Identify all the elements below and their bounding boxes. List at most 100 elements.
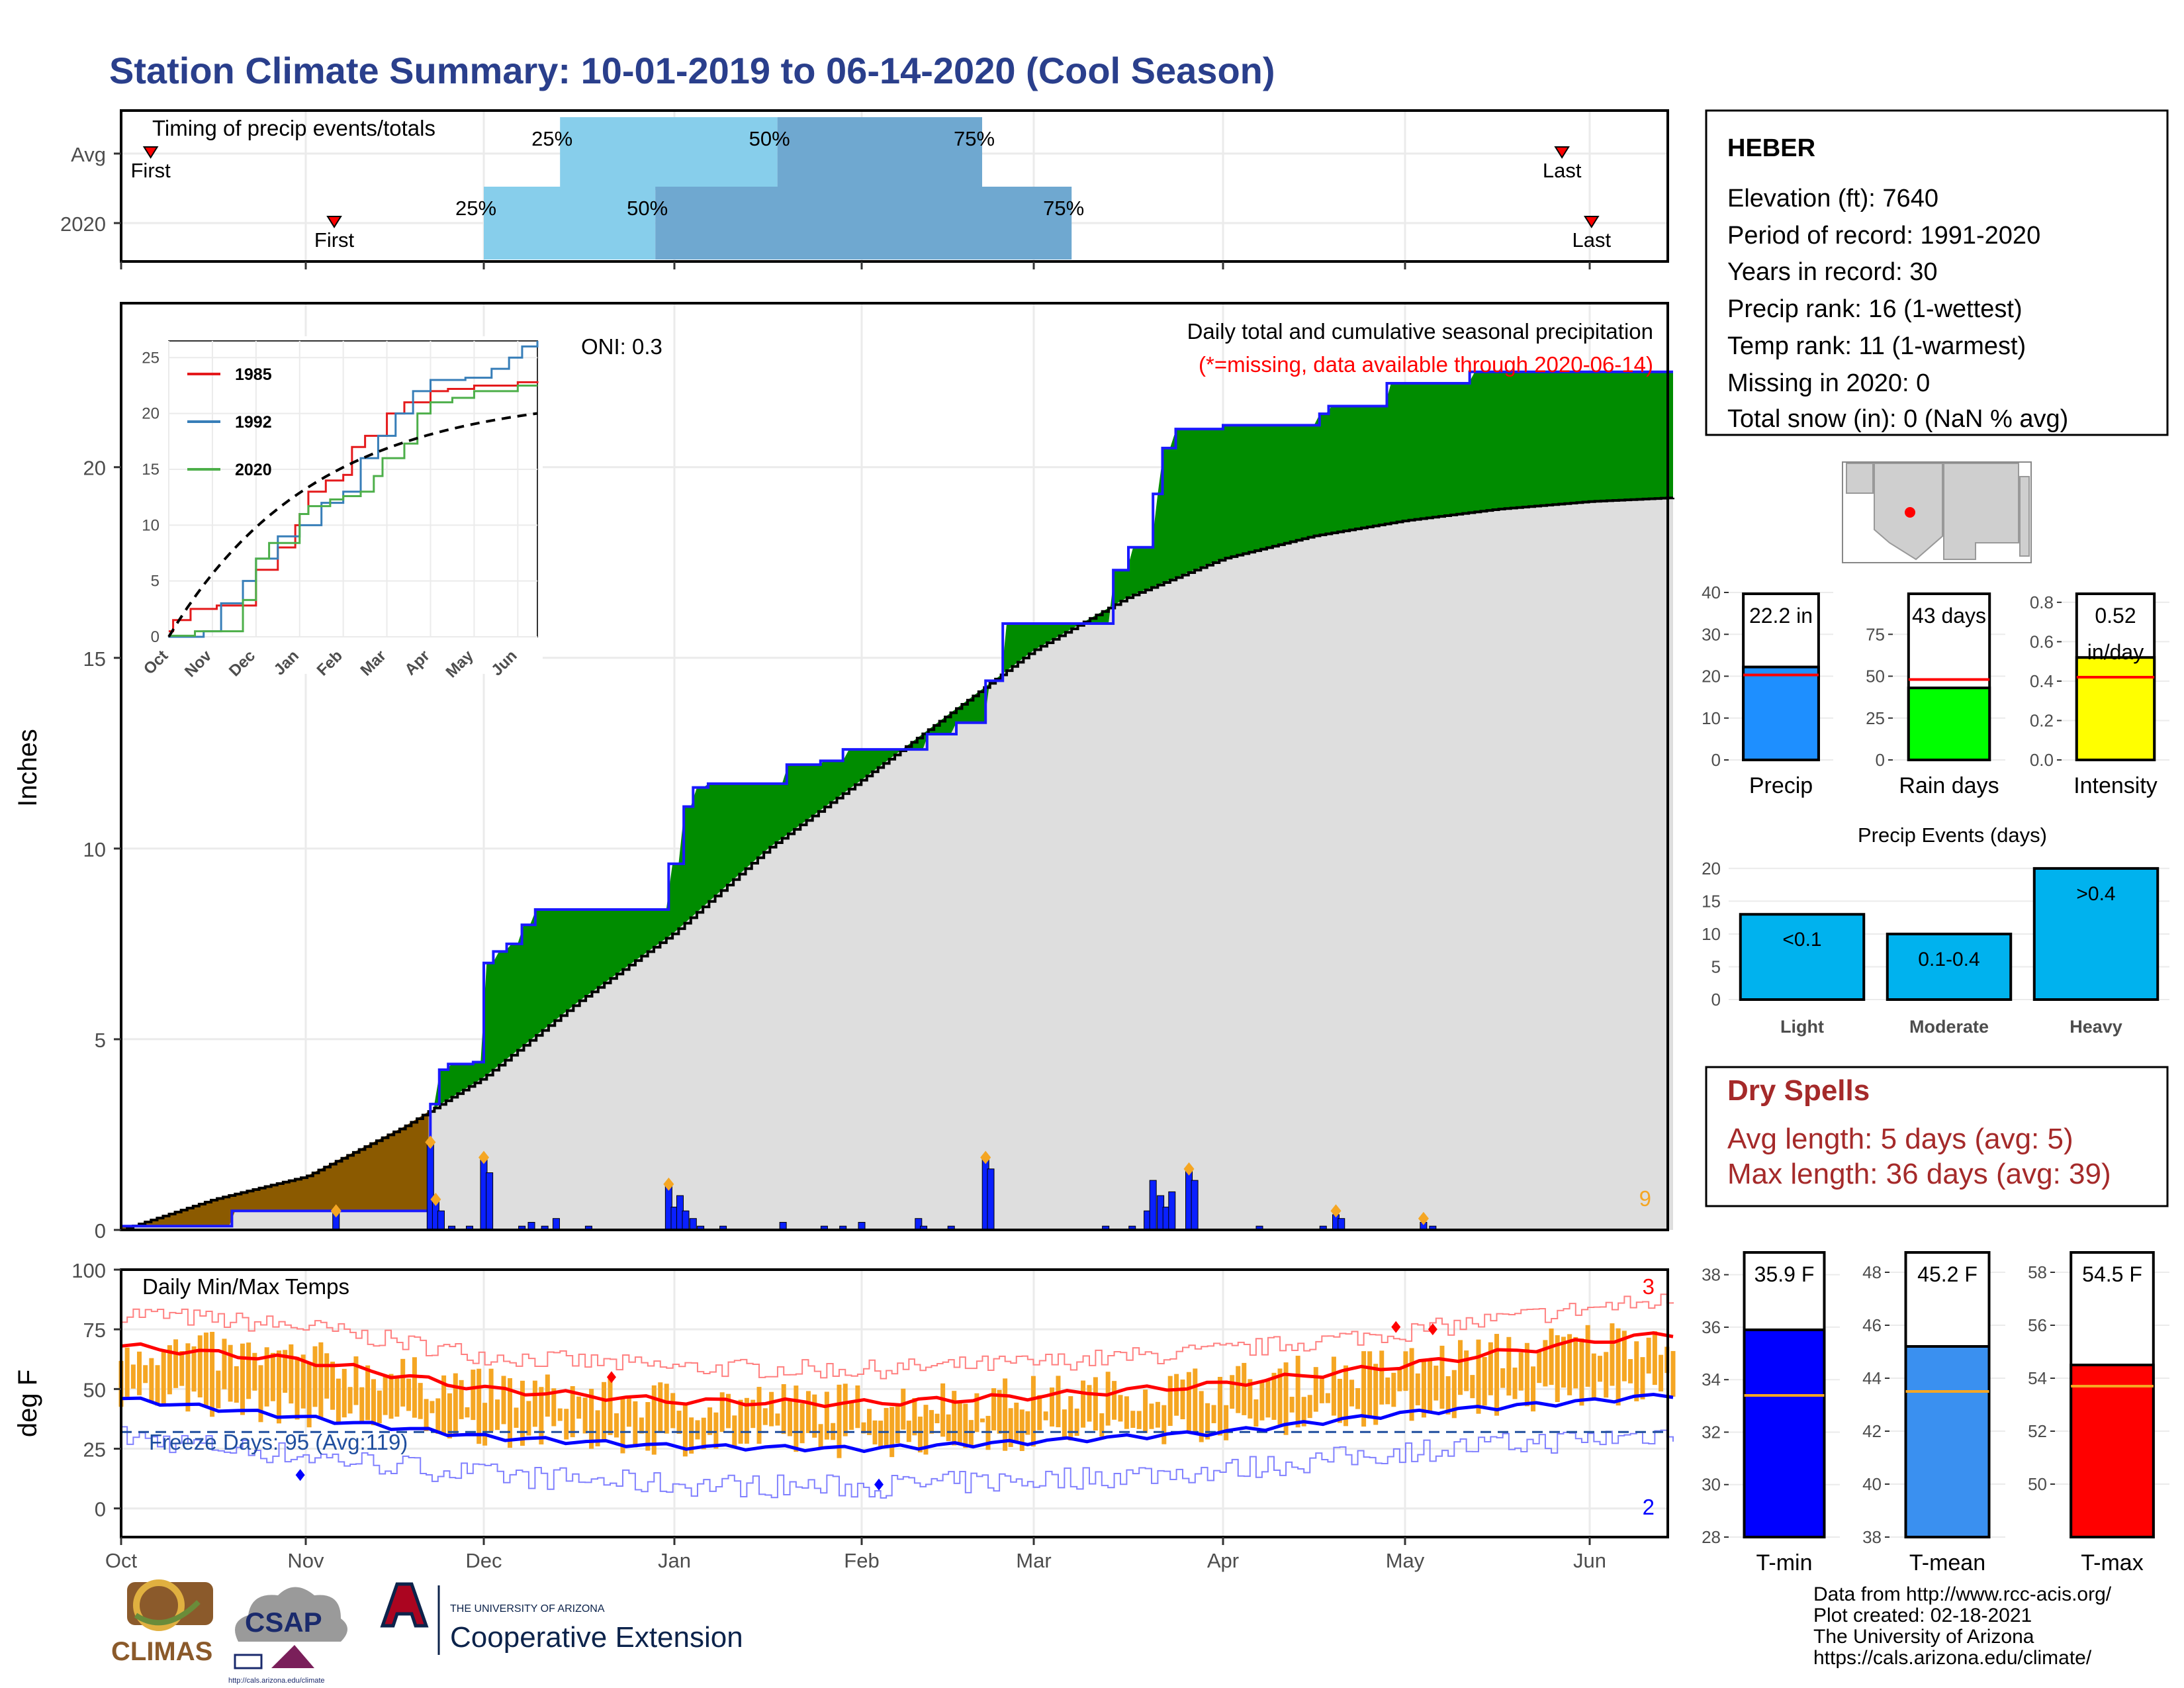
daily-temp-bar — [477, 1368, 482, 1444]
daily-temp-bar — [418, 1383, 423, 1419]
daily-temp-bar — [161, 1352, 166, 1407]
daily-temp-bar — [383, 1376, 388, 1415]
daily-temp-bar — [1112, 1381, 1117, 1420]
timing-first-marker — [142, 146, 159, 159]
daily-temp-bar — [185, 1343, 191, 1412]
daily-temp-bar — [289, 1344, 294, 1404]
tmean-ytick-label: 40 — [1862, 1474, 1882, 1494]
daily-temp-bar — [1205, 1403, 1210, 1440]
daily-temp-bar — [471, 1370, 476, 1421]
daily-temp-bar — [1659, 1354, 1664, 1392]
daily-precip-bar — [689, 1218, 697, 1231]
temp-ytick-label: 100 — [71, 1259, 106, 1282]
csap-logo-text: CSAP — [245, 1607, 322, 1638]
rain-days-bar — [1907, 686, 1991, 761]
daily-temp-bar — [762, 1408, 768, 1425]
daily-temp-bar — [1030, 1376, 1036, 1447]
station-line-2: Years in record: 30 — [1727, 258, 1938, 286]
daily-temp-bar — [482, 1403, 488, 1446]
daily-temp-bar — [359, 1387, 365, 1424]
daily-temp-bar — [501, 1376, 506, 1425]
timing-label: Timing of precip events/totals — [152, 116, 435, 140]
timing-last-marker — [1554, 146, 1570, 159]
daily-temp-bar — [946, 1414, 951, 1441]
daily-temp-bar — [582, 1397, 588, 1434]
precip-event-marker — [478, 1150, 489, 1164]
timing-q2-bar — [655, 187, 1072, 259]
daily-temp-bar — [1093, 1377, 1098, 1430]
daily-temp-bar — [602, 1382, 607, 1442]
daily-precip-bar — [1338, 1218, 1345, 1231]
daily-temp-bar — [732, 1415, 737, 1448]
daily-temp-bar — [1640, 1357, 1645, 1399]
precip-event-marker — [1330, 1204, 1342, 1218]
daily-temp-bar — [614, 1413, 619, 1438]
daily-temp-bar — [1445, 1376, 1451, 1415]
temp-count-lo: 2 — [1643, 1495, 1655, 1519]
daily-temp-bar — [216, 1370, 221, 1409]
daily-temp-bar — [1403, 1351, 1408, 1391]
daily-temp-bar — [137, 1351, 142, 1395]
events-ytick-label: 20 — [1702, 859, 1721, 878]
daily-temp-bar — [270, 1352, 275, 1401]
rain-days-ytick-label: 0 — [1876, 750, 1885, 770]
daily-temp-bar — [738, 1399, 743, 1444]
daily-temp-bar — [775, 1413, 780, 1426]
page-title: Station Climate Summary: 10-01-2019 to 0… — [109, 50, 1275, 91]
daily-temp-bar — [658, 1382, 663, 1432]
daily-temp-bar — [1379, 1350, 1385, 1405]
daily-temp-bar — [1391, 1372, 1396, 1407]
daily-temp-bar — [155, 1365, 160, 1406]
climas-logo: CLIMAS — [111, 1579, 213, 1666]
daily-temp-bar — [895, 1406, 900, 1444]
daily-temp-bar — [1008, 1408, 1013, 1447]
ua-small-text: THE UNIVERSITY OF ARIZONA — [450, 1603, 605, 1615]
daily-temp-bar — [639, 1417, 644, 1434]
daily-temp-bar — [1373, 1364, 1379, 1425]
intensity-ytick-label: 0.6 — [2030, 632, 2054, 651]
daily-temp-bar — [365, 1365, 371, 1421]
oni-label: ONI: 0.3 — [581, 334, 662, 359]
dry-spells-title: Dry Spells — [1727, 1074, 1870, 1107]
month-label: Dec — [465, 1549, 502, 1572]
events-bar — [2032, 867, 2160, 1002]
daily-temp-bar — [1230, 1375, 1235, 1409]
precip-label: Precip — [1749, 773, 1813, 798]
daily-temp-bar — [435, 1398, 441, 1434]
daily-temp-bar — [923, 1405, 929, 1455]
daily-temp-bar — [1349, 1380, 1355, 1407]
daily-temp-bar — [1567, 1334, 1572, 1395]
events-ytick-label: 10 — [1702, 924, 1721, 944]
precip-event-marker — [430, 1192, 441, 1206]
freeze-days: Freeze Days: 95 (Avg:119) — [149, 1430, 408, 1454]
daily-temp-bar — [1068, 1396, 1073, 1441]
daily-precip-bar — [486, 1172, 494, 1231]
daily-temp-bar — [595, 1410, 600, 1446]
record-low-marker — [874, 1478, 884, 1491]
daily-temp-bar — [1283, 1362, 1289, 1435]
daily-temp-bar — [866, 1409, 872, 1435]
tmax-ytick-label: 54 — [2028, 1368, 2047, 1388]
daily-temp-bar — [246, 1342, 251, 1399]
daily-temp-bar — [1415, 1373, 1420, 1405]
daily-temp-bar — [1549, 1328, 1554, 1385]
timing-p75-label: 75% — [1043, 197, 1084, 220]
daily-temp-bar — [1543, 1340, 1548, 1387]
climas-logo-text: CLIMAS — [111, 1637, 212, 1666]
daily-temp-bar — [1579, 1338, 1584, 1406]
inset-ytick-label: 20 — [142, 405, 159, 423]
daily-temp-bar — [191, 1346, 197, 1392]
daily-temp-bar — [1014, 1402, 1019, 1442]
daily-temp-bar — [1025, 1411, 1030, 1435]
month-label: Mar — [1016, 1549, 1051, 1572]
daily-temp-bar — [1217, 1376, 1222, 1436]
precip-annot-title: Daily total and cumulative seasonal prec… — [1187, 319, 1653, 344]
station-name: HEBER — [1727, 134, 1815, 162]
precip-event-marker — [980, 1150, 991, 1164]
timing-last-label: Last — [1543, 159, 1582, 182]
daily-temp-bar — [707, 1407, 713, 1435]
daily-temp-bar — [676, 1411, 682, 1434]
daily-precip-bar — [1191, 1180, 1199, 1231]
month-label: Jan — [658, 1549, 691, 1572]
